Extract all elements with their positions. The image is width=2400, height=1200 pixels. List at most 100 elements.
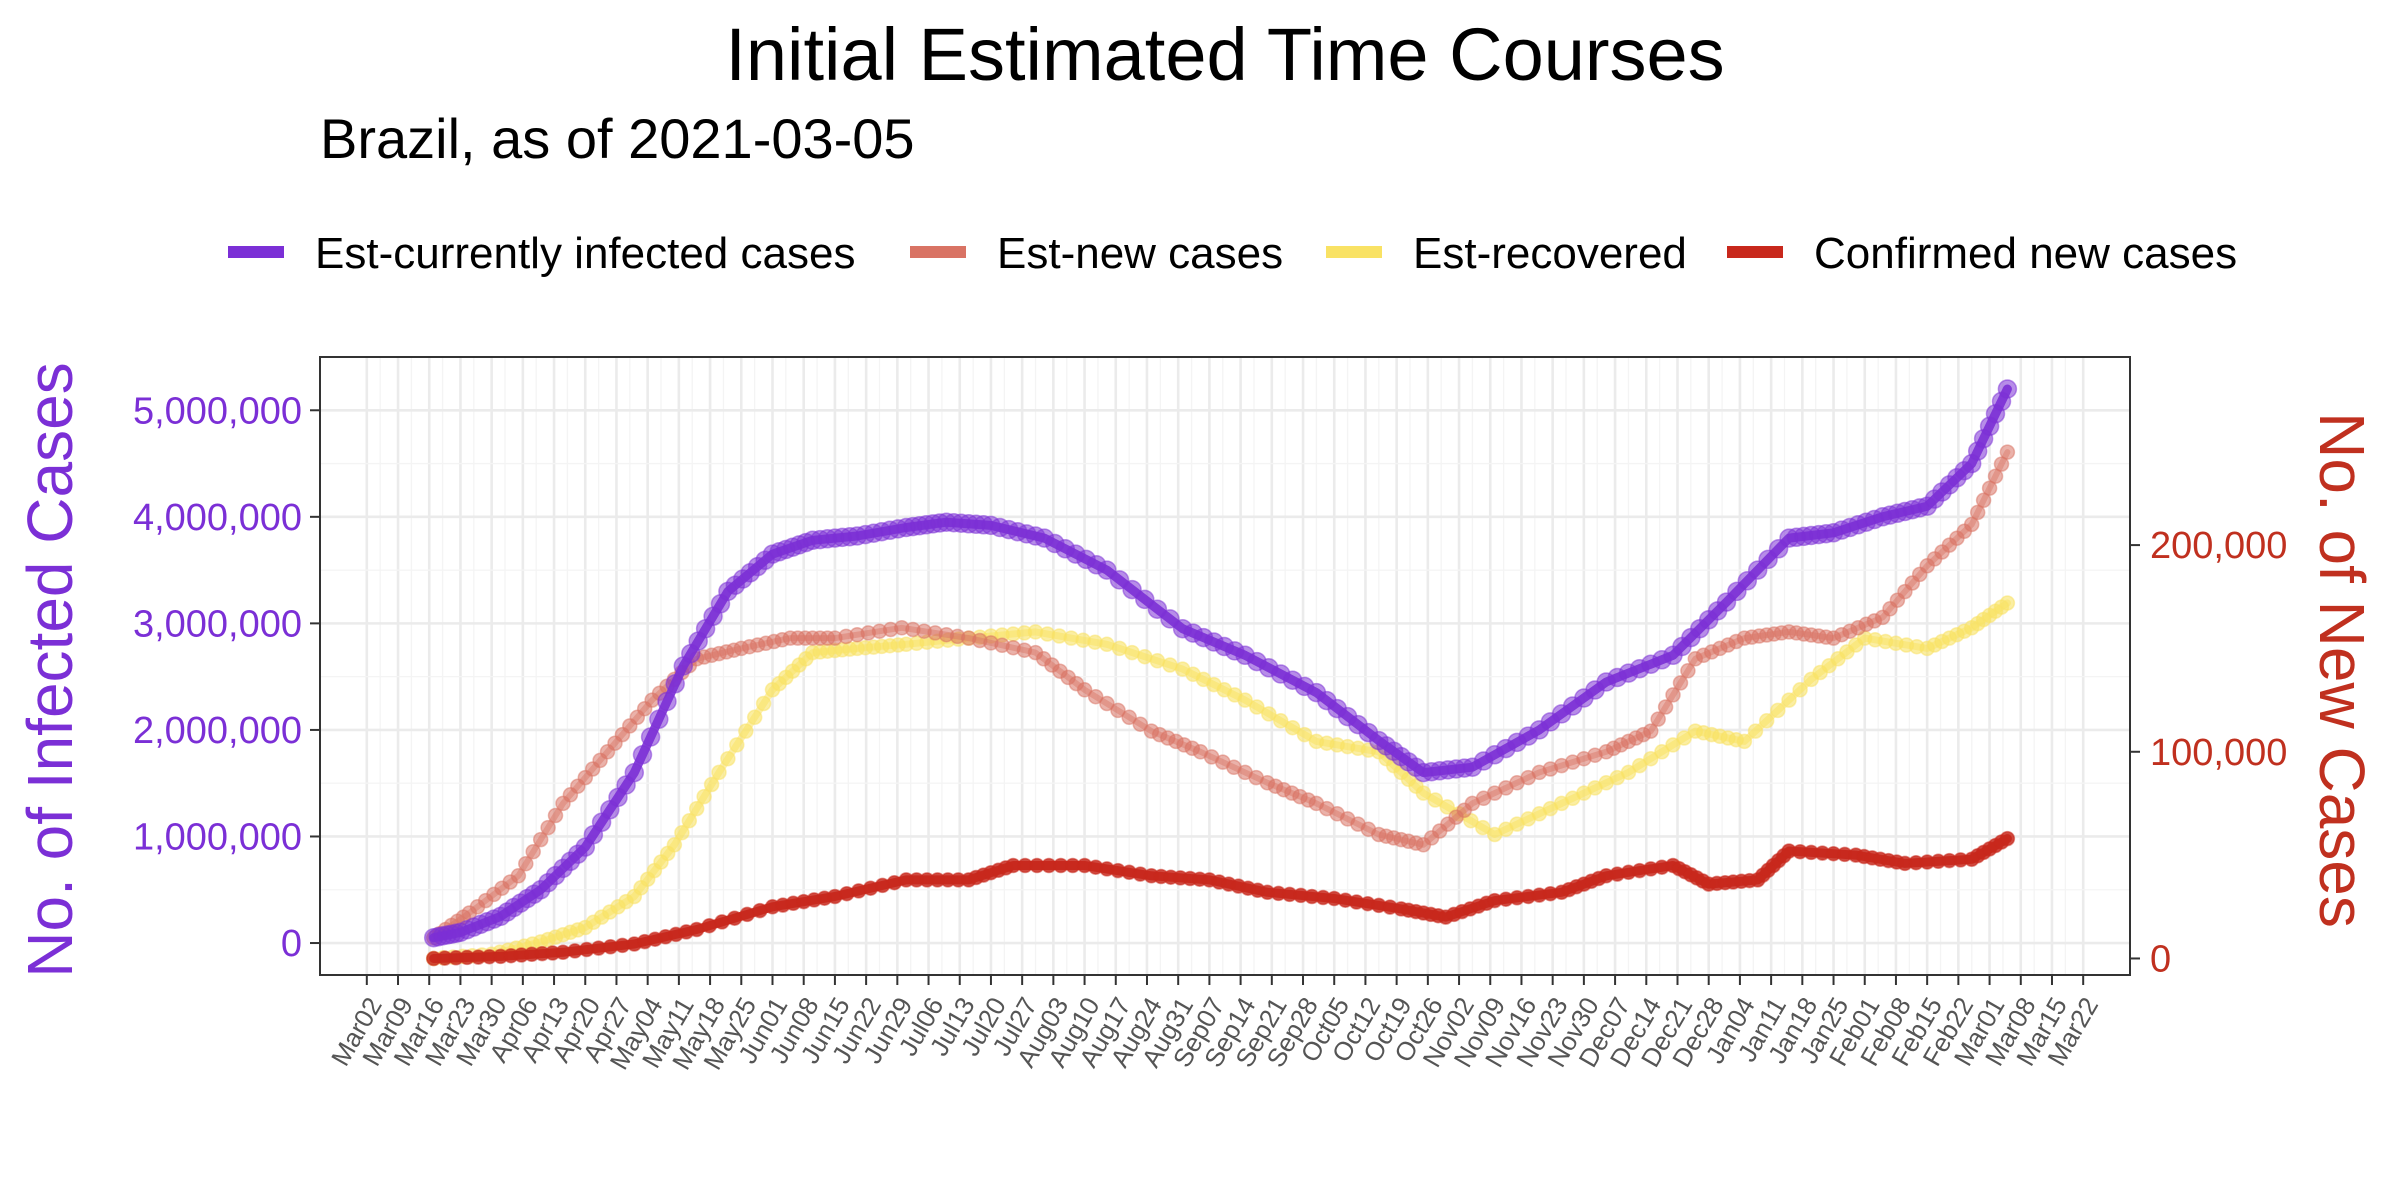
data-point [640,727,661,747]
data-point [1284,719,1301,736]
data-point [714,914,730,930]
data-point [1665,687,1681,703]
legend-item-est-new-cases: Est-new cases [910,229,1283,278]
data-point [657,691,677,712]
legend-label: Est-currently infected cases [315,229,855,278]
data-point [688,921,705,938]
data-point [1261,706,1277,722]
y-left-tick-label: 2,000,000 [133,710,302,752]
data-point [632,745,653,765]
legend-item-confirmed-new-cases: Confirmed new cases [1727,229,2237,278]
data-point [1736,733,1753,750]
data-point [1087,688,1104,705]
data-point [1272,713,1289,729]
data-point [1124,644,1140,661]
data-point [1770,702,1786,719]
data-point [1781,692,1797,708]
data-point [525,843,541,860]
panel-border [319,356,2131,976]
data-point [701,917,718,934]
data-point [755,695,772,712]
data-point [1415,785,1432,801]
data-point [752,902,768,919]
data-point [746,709,763,726]
data-point [1999,595,2016,611]
data-point [624,762,645,783]
data-point [688,800,705,817]
chart-title: Initial Estimated Time Courses [725,13,1724,96]
data-point [696,788,712,805]
chart-subtitle: Brazil, as of 2021-03-05 [320,107,915,170]
legend-item-est-currently-infected: Est-currently infected cases [228,229,855,278]
series-est-currently-infected-cases [423,379,2018,948]
data-point [540,819,556,836]
data-point [1975,492,1992,509]
data-point [547,807,564,824]
data-point [1680,663,1696,679]
data-point [1099,695,1115,712]
y-left-tick-label: 1,000,000 [133,816,302,858]
data-point [739,906,755,923]
data-point [726,910,743,926]
series-est-new-cases [425,444,2016,946]
data-point [1475,819,1491,836]
data-point [1997,379,2018,399]
data-point [1643,750,1659,767]
data-point [1110,702,1126,719]
data-point [1650,711,1666,727]
data-point [711,764,727,781]
legend-label: Confirmed new cases [1814,229,2237,278]
y-left-tick-label: 0 [281,923,302,965]
data-point [681,812,698,829]
data-point [1132,716,1149,732]
y-left-tick-label: 3,000,000 [133,603,302,645]
data-point [1999,444,2016,460]
data-point [518,855,534,872]
y-axis-right: 0 100,000 200,000 [2130,525,2287,980]
data-point [532,831,549,848]
data-point [1122,579,1142,600]
data-point [666,837,683,853]
legend-label: Est-new cases [997,229,1283,278]
data-point [1999,830,2016,847]
y-right-tick-label: 0 [2150,938,2171,980]
series-layer [423,379,2018,967]
data-point [1439,799,1455,815]
data-point [1665,737,1681,753]
y-left-tick-label: 4,000,000 [133,497,302,539]
data-point [649,709,669,730]
data-point [1631,757,1648,774]
data-point [1249,699,1265,715]
data-point [665,674,685,694]
y-axis-right-label: No. of New Cases [2306,412,2378,928]
data-point [1237,692,1253,708]
data-point [738,723,754,739]
legend: Est-currently infected cases Est-new cas… [228,229,2237,278]
y-axis-left: 0 1,000,000 2,000,000 3,000,000 4,000,000 5,0… [133,390,320,965]
legend-item-est-recovered: Est-recovered [1326,229,1687,278]
data-point [729,737,745,753]
y-right-tick-label: 200,000 [2150,525,2287,567]
data-point [1620,764,1637,781]
data-point [720,750,736,767]
data-point [1657,699,1674,715]
series-confirmed-new-cases [425,830,2016,967]
data-point [1654,744,1670,760]
y-axis-left-label: No. of Infected Cases [14,362,86,977]
data-point [1792,682,1808,698]
legend-label: Est-recovered [1413,229,1687,278]
y-left-tick-label: 5,000,000 [133,390,302,432]
data-point [510,868,527,884]
data-point [1427,792,1444,808]
data-point [1121,709,1137,726]
y-right-tick-label: 100,000 [2150,732,2287,774]
data-point [1076,682,1093,698]
data-point [1963,516,1980,533]
data-point [1747,723,1764,739]
data-point [1643,723,1659,739]
data-point [703,776,720,793]
data-point [1987,468,2004,484]
data-point [674,824,690,841]
data-point [1296,726,1313,743]
